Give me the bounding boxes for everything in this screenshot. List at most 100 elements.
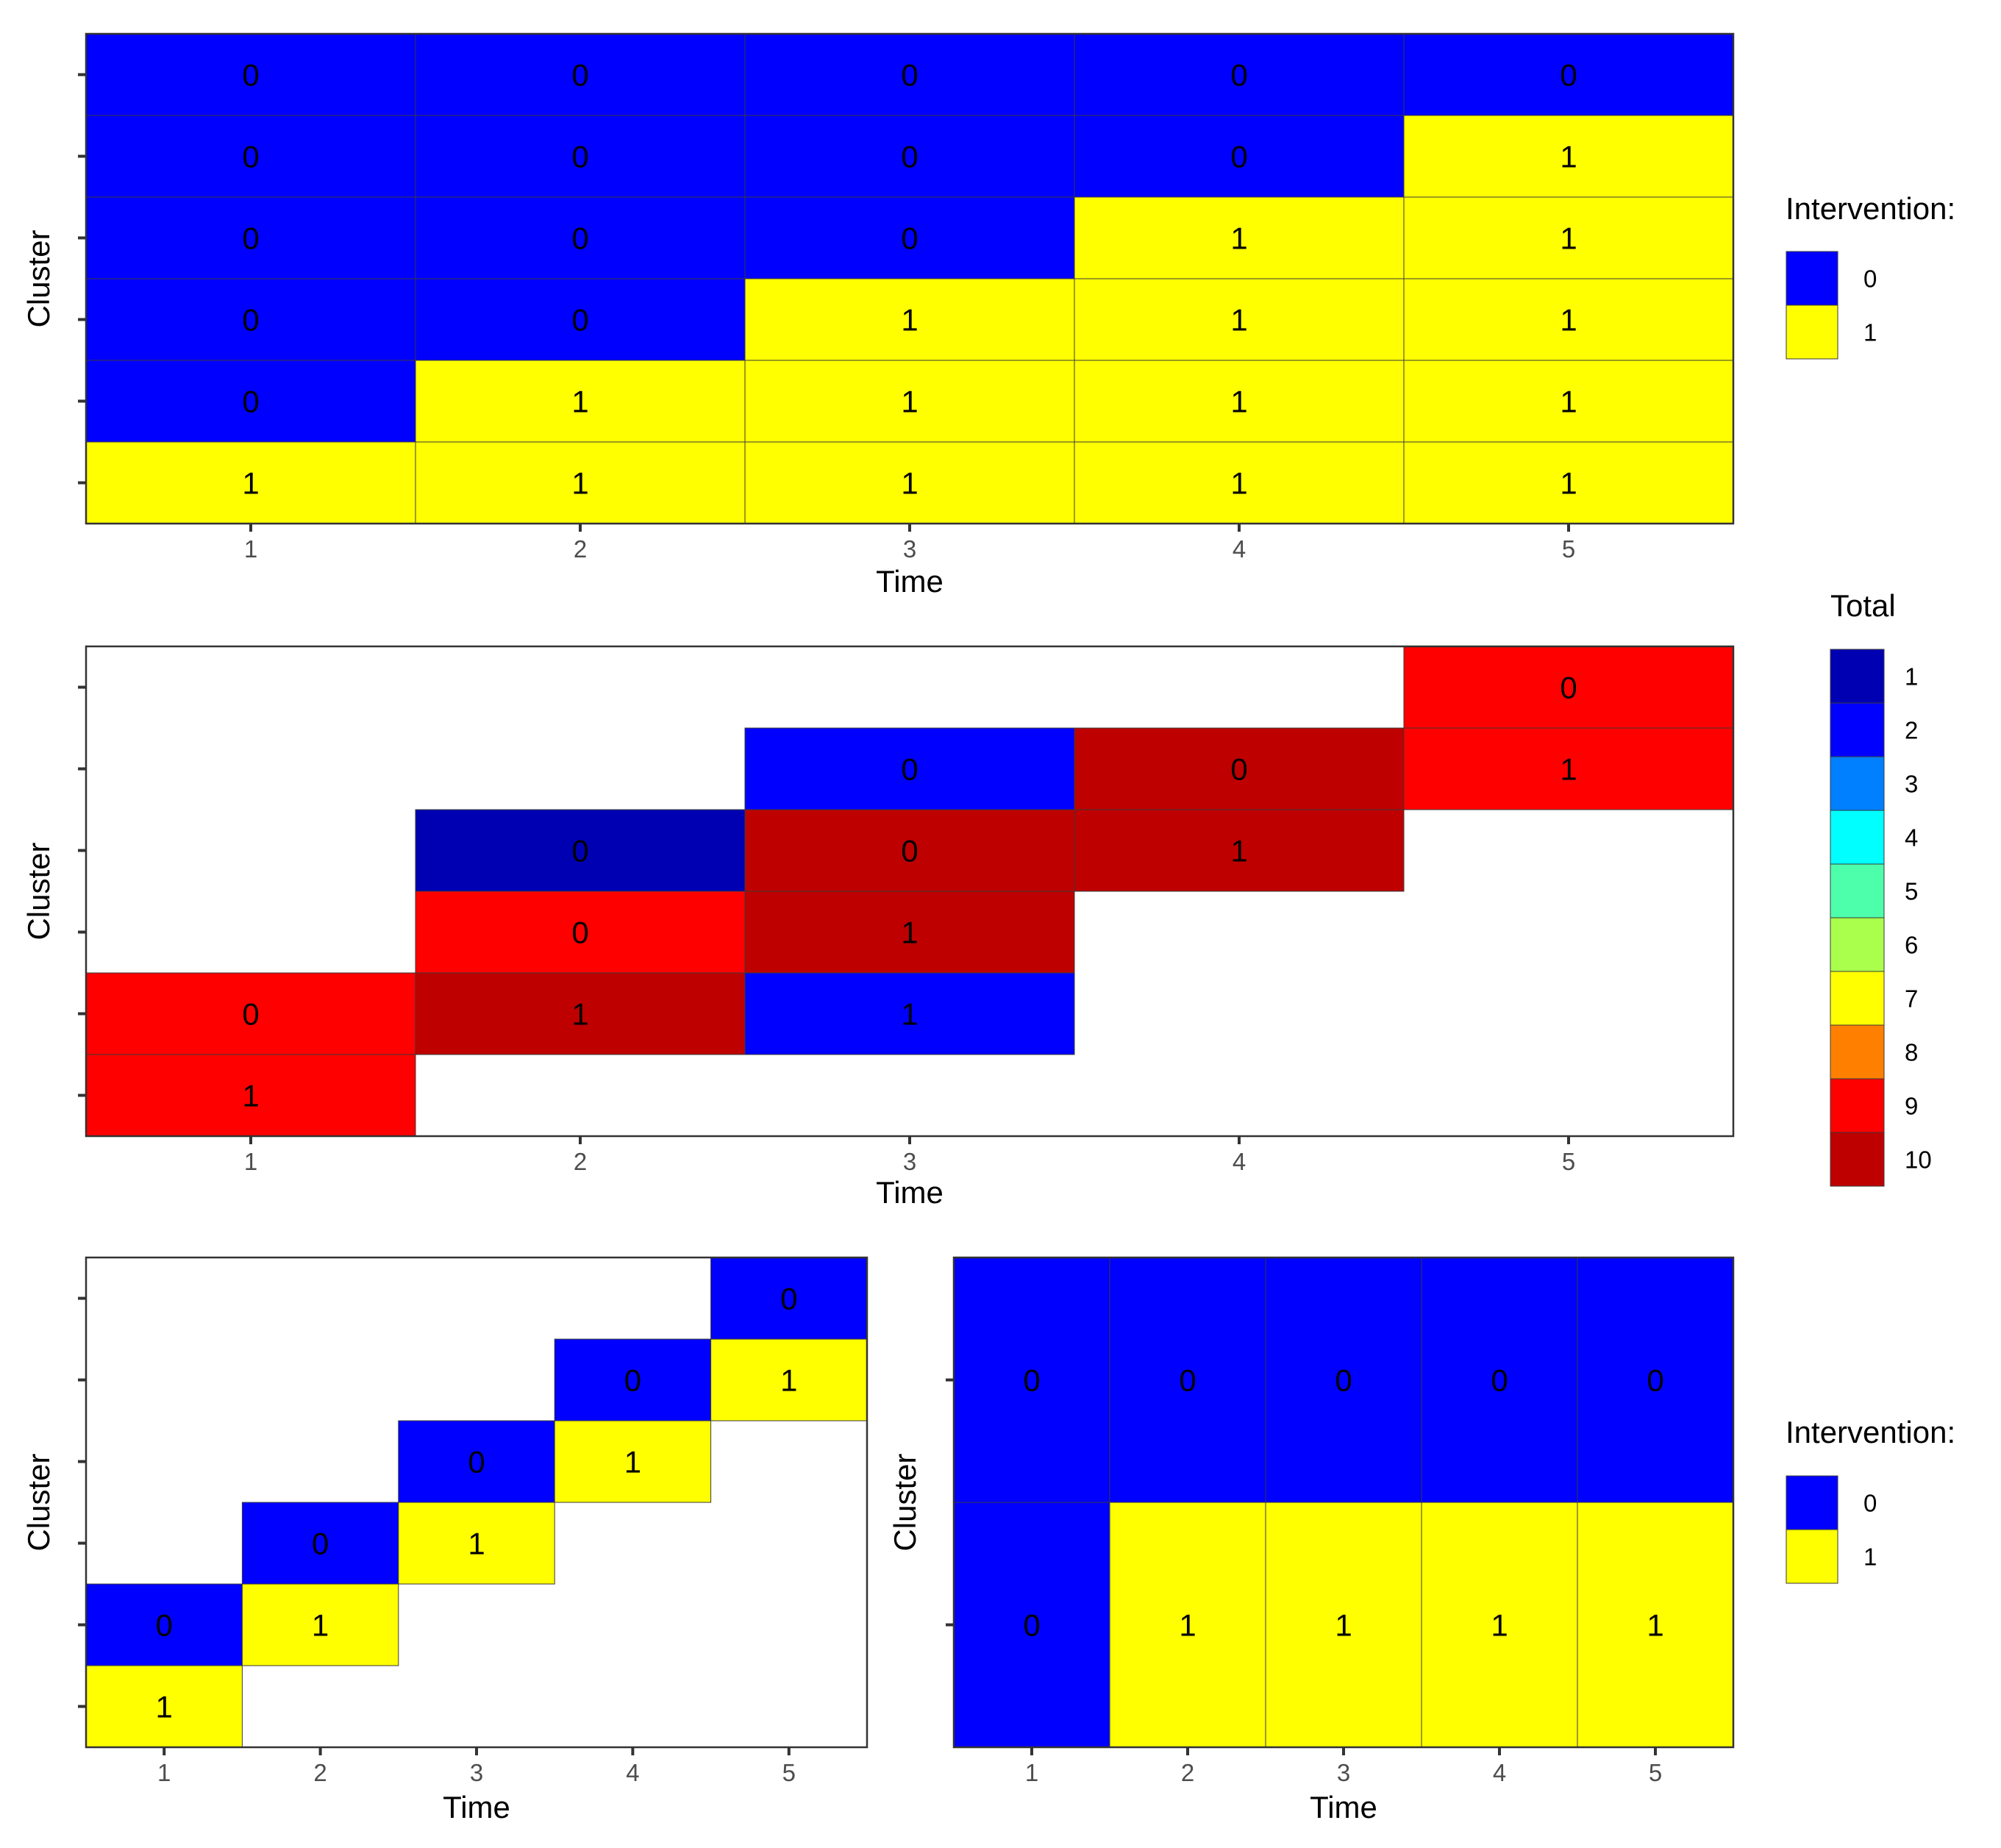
cell-value-label: 0	[242, 385, 259, 419]
cell-value-label: 0	[1179, 1363, 1196, 1398]
cell-value-label: 1	[1230, 221, 1247, 256]
heatmap-cell	[953, 1257, 1110, 1503]
heatmap-cell	[415, 972, 746, 1055]
cell-value-label: 0	[1230, 58, 1247, 93]
cell-value-label: 1	[571, 385, 588, 419]
legend: Intervention: 0 1	[1786, 191, 1955, 360]
heatmap-cell	[744, 441, 1075, 524]
heatmap-cell	[85, 33, 416, 116]
heatmap-cell	[1577, 1257, 1734, 1503]
legend-key	[1830, 917, 1885, 972]
x-tick-label: 4	[1233, 1148, 1246, 1175]
heatmap-cell	[1074, 115, 1405, 198]
x-tick-label: 1	[244, 1148, 257, 1175]
cell-value-label: 0	[901, 834, 918, 868]
heatmap-cell	[415, 278, 746, 361]
x-axis-title: Time	[876, 564, 944, 599]
legend-label: 8	[1905, 1039, 1918, 1066]
cell-value-label: 1	[901, 997, 918, 1032]
cell-value-label: 0	[312, 1527, 329, 1561]
cell-value-label: 0	[901, 221, 918, 256]
cell-value-label: 1	[1179, 1608, 1196, 1643]
heatmap-cell	[85, 441, 416, 524]
cell-value-label: 0	[901, 140, 918, 174]
cell-value-label: 1	[156, 1690, 173, 1724]
legend-title: Intervention:	[1786, 191, 1955, 226]
x-tick-label: 3	[1337, 1759, 1350, 1786]
cell-value-label: 1	[624, 1445, 641, 1480]
legend-key	[1830, 1024, 1885, 1080]
cell-value-label: 1	[1335, 1608, 1352, 1643]
heatmap-cell	[1109, 1502, 1266, 1748]
y-axis-title: Cluster	[21, 229, 56, 327]
legend-label: 2	[1905, 717, 1918, 744]
heatmap-cell	[1403, 646, 1734, 729]
legend-label: 3	[1905, 771, 1918, 798]
heatmap-cell	[1403, 115, 1734, 198]
cell-value-label: 1	[468, 1527, 485, 1561]
heatmap-cell	[710, 1257, 868, 1340]
heatmap-cell	[1403, 196, 1734, 279]
cell-value-label: 0	[1230, 140, 1247, 174]
panel-b: 1 0 1 1 0 1 0 0 1 0 0 1 0 1 2 3 4 5 Time Cluster	[21, 645, 1735, 1210]
cell-value-label: 1	[1230, 303, 1247, 338]
heatmap-cell	[85, 1583, 243, 1666]
cell-value-label: 1	[1560, 303, 1577, 338]
x-tick-label: 4	[626, 1759, 639, 1786]
x-axis-title: Time	[1310, 1790, 1377, 1824]
cell-value-label: 0	[571, 140, 588, 174]
x-tick-label: 3	[903, 1148, 916, 1175]
x-axis-title: Time	[876, 1175, 944, 1210]
cell-value-label: 0	[780, 1282, 797, 1316]
legend-key	[1830, 756, 1885, 811]
cell-value-label: 0	[1491, 1363, 1508, 1398]
cell-value-label: 0	[1560, 671, 1577, 705]
legend-key	[1830, 649, 1885, 704]
heatmap-cell	[744, 891, 1075, 974]
heatmap-cell	[85, 115, 416, 198]
cell-value-label: 0	[571, 916, 588, 950]
cell-value-label: 0	[242, 58, 259, 93]
x-tick-label: 5	[1649, 1759, 1662, 1786]
cell-value-label: 1	[1560, 466, 1577, 501]
heatmap-cell	[1074, 33, 1405, 116]
legend-key	[1830, 810, 1885, 865]
legend-label: 0	[1863, 265, 1877, 293]
heatmap-cell	[1421, 1257, 1578, 1503]
cell-value-label: 1	[780, 1363, 797, 1398]
legend-key	[1786, 304, 1838, 360]
cell-value-label: 0	[242, 303, 259, 338]
heatmap-cell	[415, 360, 746, 443]
legend-label: 9	[1905, 1093, 1918, 1120]
heatmap-cell	[744, 115, 1075, 198]
heatmap-cell	[710, 1338, 868, 1421]
x-tick-label: 2	[313, 1759, 327, 1786]
x-tick-label: 5	[1562, 1148, 1575, 1175]
panel-c: 1 0 1 0 1 0 1 0 1 0 1 2 3 4 5 Time Cluster	[21, 1256, 868, 1824]
x-tick-label: 2	[574, 1148, 587, 1175]
cell-value-label: 1	[1230, 834, 1247, 868]
y-axis-title: Cluster	[21, 1453, 56, 1551]
heatmap-cell	[85, 196, 416, 279]
heatmap-cell	[1074, 441, 1405, 524]
legend-label: 4	[1905, 824, 1918, 852]
cell-value-label: 0	[624, 1363, 641, 1398]
legend-title: Intervention:	[1786, 1415, 1955, 1449]
x-tick-label: 3	[470, 1759, 483, 1786]
heatmap-cell	[85, 1665, 243, 1748]
legend-label: 10	[1905, 1146, 1932, 1174]
heatmap-cell	[241, 1583, 399, 1666]
cell-value-label: 1	[901, 303, 918, 338]
legend-title: Total	[1830, 588, 1896, 623]
heatmap-cell	[1074, 278, 1405, 361]
cell-value-label: 0	[1023, 1363, 1040, 1398]
cell-value-label: 0	[571, 58, 588, 93]
x-tick-label: 1	[1025, 1759, 1038, 1786]
cell-value-label: 1	[1560, 752, 1577, 787]
heatmap-cell	[1074, 809, 1405, 892]
x-tick-label: 4	[1493, 1759, 1506, 1786]
legend-key	[1786, 251, 1838, 306]
legend-key	[1830, 1078, 1885, 1133]
heatmap-cell	[1109, 1257, 1266, 1503]
